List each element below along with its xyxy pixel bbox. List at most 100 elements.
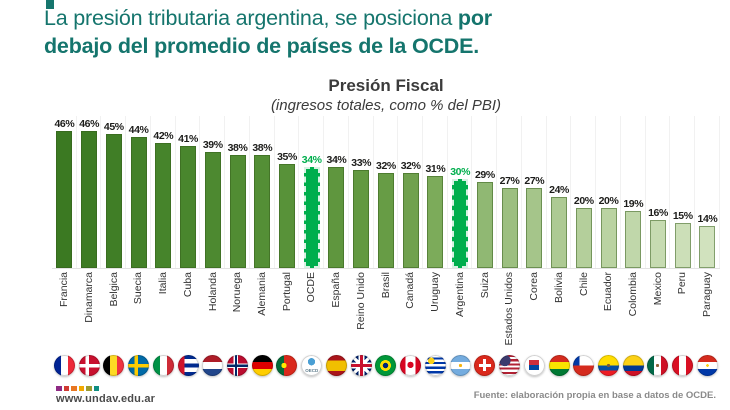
bar-value-label: 32% [400, 160, 421, 172]
bar-value-label: 24% [549, 184, 569, 196]
bar [699, 226, 716, 268]
flag-paraguay-icon [696, 355, 718, 376]
bar [254, 155, 271, 268]
flag-corea-icon [523, 355, 545, 376]
bar-category-label: Francia [58, 272, 71, 308]
flag-suecia-icon [128, 355, 150, 376]
flag-cell [275, 355, 300, 376]
flag-ecuador-icon [598, 355, 620, 376]
bar-category-label: Dinamarca [82, 272, 95, 323]
flag-cell [324, 355, 349, 376]
bar [130, 137, 147, 268]
ocde-logo-text: OECD [305, 368, 319, 373]
page-title-line1: La presión tributaria argentina, se posi… [44, 6, 492, 30]
bar-value-label: 34% [301, 154, 322, 166]
flag-brasil-icon [375, 355, 397, 376]
flag-cell [176, 355, 201, 376]
flag-cell [52, 355, 77, 376]
chart-title: Presión Fiscal [328, 76, 444, 95]
bar-column-bolivia: 24% [547, 116, 572, 268]
category-label-cell: Suecia [126, 272, 151, 352]
category-label-cell: Alemania [250, 272, 275, 352]
flag-suiza-icon [474, 355, 496, 376]
flag-cell [522, 355, 547, 376]
decorative-square [46, 0, 54, 9]
bar [155, 143, 172, 268]
category-label-cell: Noruega [225, 272, 250, 352]
category-label-cell: Italia [151, 272, 176, 352]
flag-dinamarca-icon [78, 355, 100, 376]
bar [81, 131, 98, 268]
website-url: www.undav.edu.ar [56, 393, 156, 405]
bar-category-label: Bolivia [552, 272, 565, 303]
flag-holanda-icon [202, 355, 224, 376]
bar [600, 208, 617, 268]
logo-square [93, 385, 99, 391]
bar-value-label: 38% [252, 142, 273, 154]
bar-value-label: 20% [573, 195, 594, 207]
bar-category-label: Portugal [280, 272, 293, 312]
bar-column-cuba: 41% [176, 116, 201, 268]
flag-cell [250, 355, 275, 376]
bar [427, 176, 444, 268]
flag-chile-icon [573, 355, 595, 376]
bar-value-label: 46% [54, 118, 75, 130]
bar-value-label: 32% [376, 160, 396, 172]
category-label-cell: España [324, 272, 349, 352]
bar-category-label: Ecuador [602, 272, 615, 312]
flag-belgica-icon [103, 355, 125, 376]
bar-category-label: Brasil [379, 272, 392, 299]
bar-column-francia: 46% [52, 116, 77, 268]
bar-column-peru: 15% [670, 116, 695, 268]
bar-value-label: 20% [598, 195, 619, 207]
bar-column-reino-unido: 33% [349, 116, 374, 268]
bar-value-label: 27% [524, 175, 545, 187]
flag-cell [571, 355, 596, 376]
category-label-cell: Belgica [101, 272, 126, 352]
bar-column-chile: 20% [571, 116, 596, 268]
bar-column-corea: 27% [522, 116, 547, 268]
bar [551, 197, 568, 268]
flag-argentina-icon [449, 355, 471, 376]
bar-value-label: 15% [672, 210, 693, 222]
bar [353, 170, 370, 268]
category-label-cell: Corea [522, 272, 547, 352]
category-label-cell: Ecuador [596, 272, 621, 352]
bar-category-label: Holanda [206, 272, 219, 312]
flag-cell [225, 355, 250, 376]
highlighted-bar [452, 179, 469, 268]
flag-cell [596, 355, 621, 376]
bar-value-label: 38% [227, 142, 248, 154]
category-label-cell: Paraguay [695, 272, 720, 352]
bar-value-label: 42% [153, 130, 174, 142]
bar-category-label: Estados Unidos [503, 272, 516, 346]
category-label-cell: Estados Unidos [497, 272, 522, 352]
category-label-cell: Canadá [398, 272, 423, 352]
page-title: La presión tributaria argentina, se posi… [44, 4, 716, 60]
bar-value-label: 41% [178, 133, 198, 145]
bar [204, 152, 221, 268]
bar-value-label: 34% [326, 154, 347, 166]
bar [476, 182, 493, 268]
bar-category-label: Canadá [404, 272, 417, 309]
category-label-cell: Dinamarca [77, 272, 102, 352]
flag-cell [670, 355, 695, 376]
category-label-cell: Argentina [448, 272, 473, 352]
bar [180, 146, 197, 268]
bar-category-label: Belgica [107, 272, 120, 307]
bar-column-suiza: 29% [472, 116, 497, 268]
bar [674, 223, 691, 268]
bar-value-label: 16% [648, 207, 668, 219]
category-label-cell: Portugal [275, 272, 300, 352]
bar-column-brasil: 32% [374, 116, 399, 268]
bar-column-estados-unidos: 27% [497, 116, 522, 268]
plot: 46% 46% 45% 44% 42% 41% 39% 38% 38% 35% 34% 34% 33% 3… [52, 116, 720, 269]
bar-value-label: 45% [103, 121, 124, 133]
category-label-cell: Colombia [621, 272, 646, 352]
category-label-cell: OCDE [299, 272, 324, 352]
flag-cell [621, 355, 646, 376]
bar-column-paraguay: 14% [695, 116, 720, 268]
flag-cell: OECD [299, 355, 324, 376]
category-label-cell: Holanda [200, 272, 225, 352]
